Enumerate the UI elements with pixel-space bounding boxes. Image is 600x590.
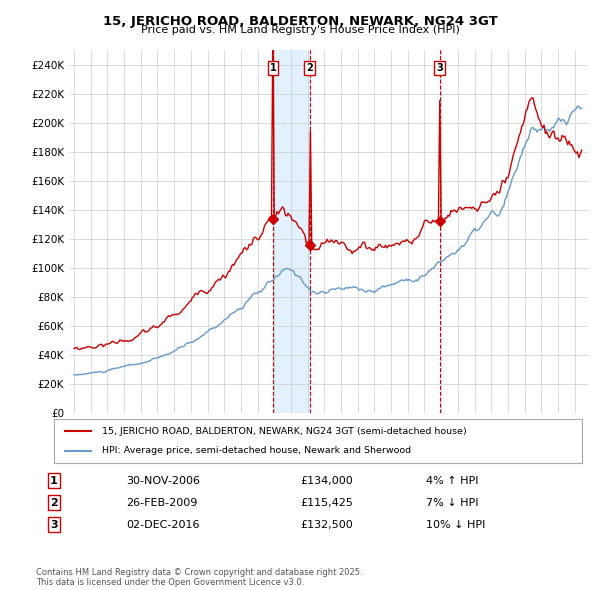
Text: £134,000: £134,000 [300,476,353,486]
Text: 26-FEB-2009: 26-FEB-2009 [126,498,197,507]
Text: Contains HM Land Registry data © Crown copyright and database right 2025.
This d: Contains HM Land Registry data © Crown c… [36,568,362,587]
Text: Price paid vs. HM Land Registry's House Price Index (HPI): Price paid vs. HM Land Registry's House … [140,25,460,35]
Text: 2: 2 [307,63,313,73]
Text: 10% ↓ HPI: 10% ↓ HPI [426,520,485,529]
Bar [273,50,310,413]
Text: 15, JERICHO ROAD, BALDERTON, NEWARK, NG24 3GT: 15, JERICHO ROAD, BALDERTON, NEWARK, NG2… [103,15,497,28]
Text: 1: 1 [50,476,58,486]
Text: £115,425: £115,425 [300,498,353,507]
Text: 1: 1 [269,63,276,73]
Text: 7% ↓ HPI: 7% ↓ HPI [426,498,479,507]
Text: £132,500: £132,500 [300,520,353,529]
Text: 30-NOV-2006: 30-NOV-2006 [126,476,200,486]
Text: 15, JERICHO ROAD, BALDERTON, NEWARK, NG24 3GT (semi-detached house): 15, JERICHO ROAD, BALDERTON, NEWARK, NG2… [101,427,466,436]
Text: 02-DEC-2016: 02-DEC-2016 [126,520,199,529]
Text: 3: 3 [50,520,58,529]
Text: 3: 3 [436,63,443,73]
Text: 4% ↑ HPI: 4% ↑ HPI [426,476,479,486]
Text: 2: 2 [50,498,58,507]
Text: HPI: Average price, semi-detached house, Newark and Sherwood: HPI: Average price, semi-detached house,… [101,446,410,455]
